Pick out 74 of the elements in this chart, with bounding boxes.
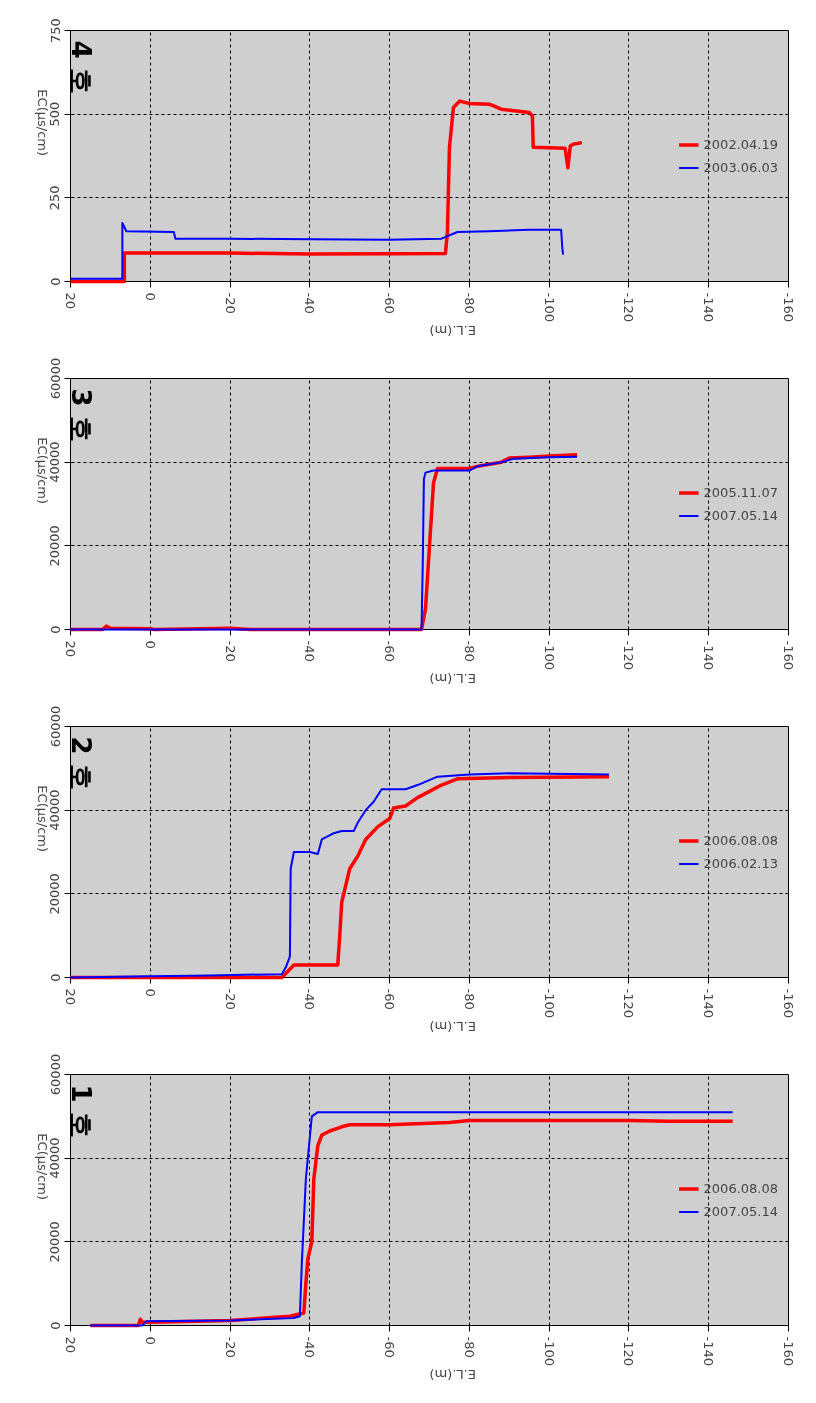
- x-tick-label: -20: [222, 988, 238, 1010]
- legend-label: 2006.02.13: [703, 855, 778, 871]
- x-tick-label: -80: [461, 1336, 477, 1358]
- x-tick-label: -100: [541, 640, 557, 671]
- y-tick-label: 40000: [47, 1137, 63, 1179]
- legend-label: 2003.06.03: [703, 159, 778, 175]
- legend-label: 2006.08.08: [703, 1180, 778, 1196]
- x-tick-label: 20: [63, 1336, 78, 1354]
- x-tick-label: -160: [781, 292, 796, 323]
- x-tick-label: 0: [142, 292, 158, 301]
- x-tick-label: -20: [222, 292, 238, 314]
- x-tick-label: -100: [541, 988, 557, 1019]
- y-tick-label: 20000: [47, 873, 63, 915]
- y-tick-label: 0: [47, 973, 63, 982]
- x-tick-label: -40: [302, 1336, 318, 1358]
- y-tick-label: 20000: [47, 1221, 63, 1263]
- y-axis-title: EC(μs/cm): [35, 89, 50, 156]
- legend-label: 2002.04.19: [703, 136, 778, 152]
- x-tick-label: -60: [382, 1336, 398, 1358]
- x-tick-label: -140: [701, 988, 717, 1019]
- y-tick-label: 0: [47, 277, 63, 286]
- x-tick-label: -120: [621, 640, 637, 671]
- y-tick-label: 0: [47, 1321, 63, 1330]
- legend-label: 2007.05.14: [703, 507, 778, 523]
- y-tick-label: 60000: [47, 357, 63, 400]
- x-tick-label: -40: [302, 988, 318, 1010]
- y-tick-label: 0: [47, 625, 63, 634]
- legend-label: 2007.05.14: [703, 1203, 778, 1219]
- y-tick-label: 60000: [47, 1053, 63, 1096]
- x-axis-title: E.L.(m): [429, 1366, 477, 1382]
- x-tick-label: -160: [781, 640, 796, 671]
- y-tick-label: 20000: [47, 525, 63, 567]
- x-tick-label: -140: [701, 1336, 717, 1367]
- y-axis-title: EC(μs/cm): [35, 1133, 50, 1200]
- x-tick-label: -80: [461, 988, 477, 1010]
- line-series: [68, 99, 584, 284]
- x-tick-label: 20: [63, 988, 78, 1006]
- x-tick-label: -120: [621, 988, 637, 1019]
- x-tick-label: 20: [63, 640, 78, 658]
- x-tick-label: -20: [222, 640, 238, 662]
- x-tick-label: -160: [781, 988, 796, 1019]
- x-tick-label: -120: [621, 1336, 637, 1367]
- x-tick-label: -60: [382, 640, 398, 662]
- y-tick-label: 250: [47, 185, 63, 211]
- x-tick-label: -100: [541, 1336, 557, 1367]
- y-tick-label: 500: [47, 101, 63, 127]
- x-tick-label: -80: [461, 640, 477, 662]
- y-axis-title: EC(μs/cm): [35, 437, 50, 504]
- x-axis-title: E.L.(m): [429, 322, 477, 338]
- y-tick-label: 40000: [47, 789, 63, 831]
- x-tick-label: 0: [142, 640, 158, 649]
- x-tick-label: -60: [382, 988, 398, 1010]
- y-tick-label: 60000: [47, 705, 63, 748]
- x-tick-label: -40: [302, 292, 318, 314]
- y-axis-title: EC(μs/cm): [35, 785, 50, 852]
- x-tick-label: -100: [541, 292, 557, 323]
- x-tick-label: 0: [142, 988, 158, 997]
- x-tick-label: 0: [142, 1336, 158, 1345]
- x-tick-label: -140: [701, 292, 717, 323]
- x-tick-label: -40: [302, 640, 318, 662]
- x-tick-label: -120: [621, 292, 637, 323]
- x-tick-label: -60: [382, 292, 398, 314]
- x-tick-label: -80: [461, 292, 477, 314]
- x-axis-title: E.L.(m): [429, 670, 477, 686]
- legend-label: 2005.11.07: [703, 484, 778, 500]
- x-axis-title: E.L.(m): [429, 1018, 477, 1034]
- y-tick-label: 40000: [47, 441, 63, 483]
- x-tick-label: -140: [701, 640, 717, 671]
- line-series: [69, 221, 565, 280]
- x-tick-label: -20: [222, 1336, 238, 1358]
- x-tick-label: 20: [63, 292, 78, 310]
- x-tick-label: -160: [781, 1336, 796, 1367]
- legend-label: 2006.08.08: [703, 832, 778, 848]
- y-tick-label: 750: [47, 18, 63, 43]
